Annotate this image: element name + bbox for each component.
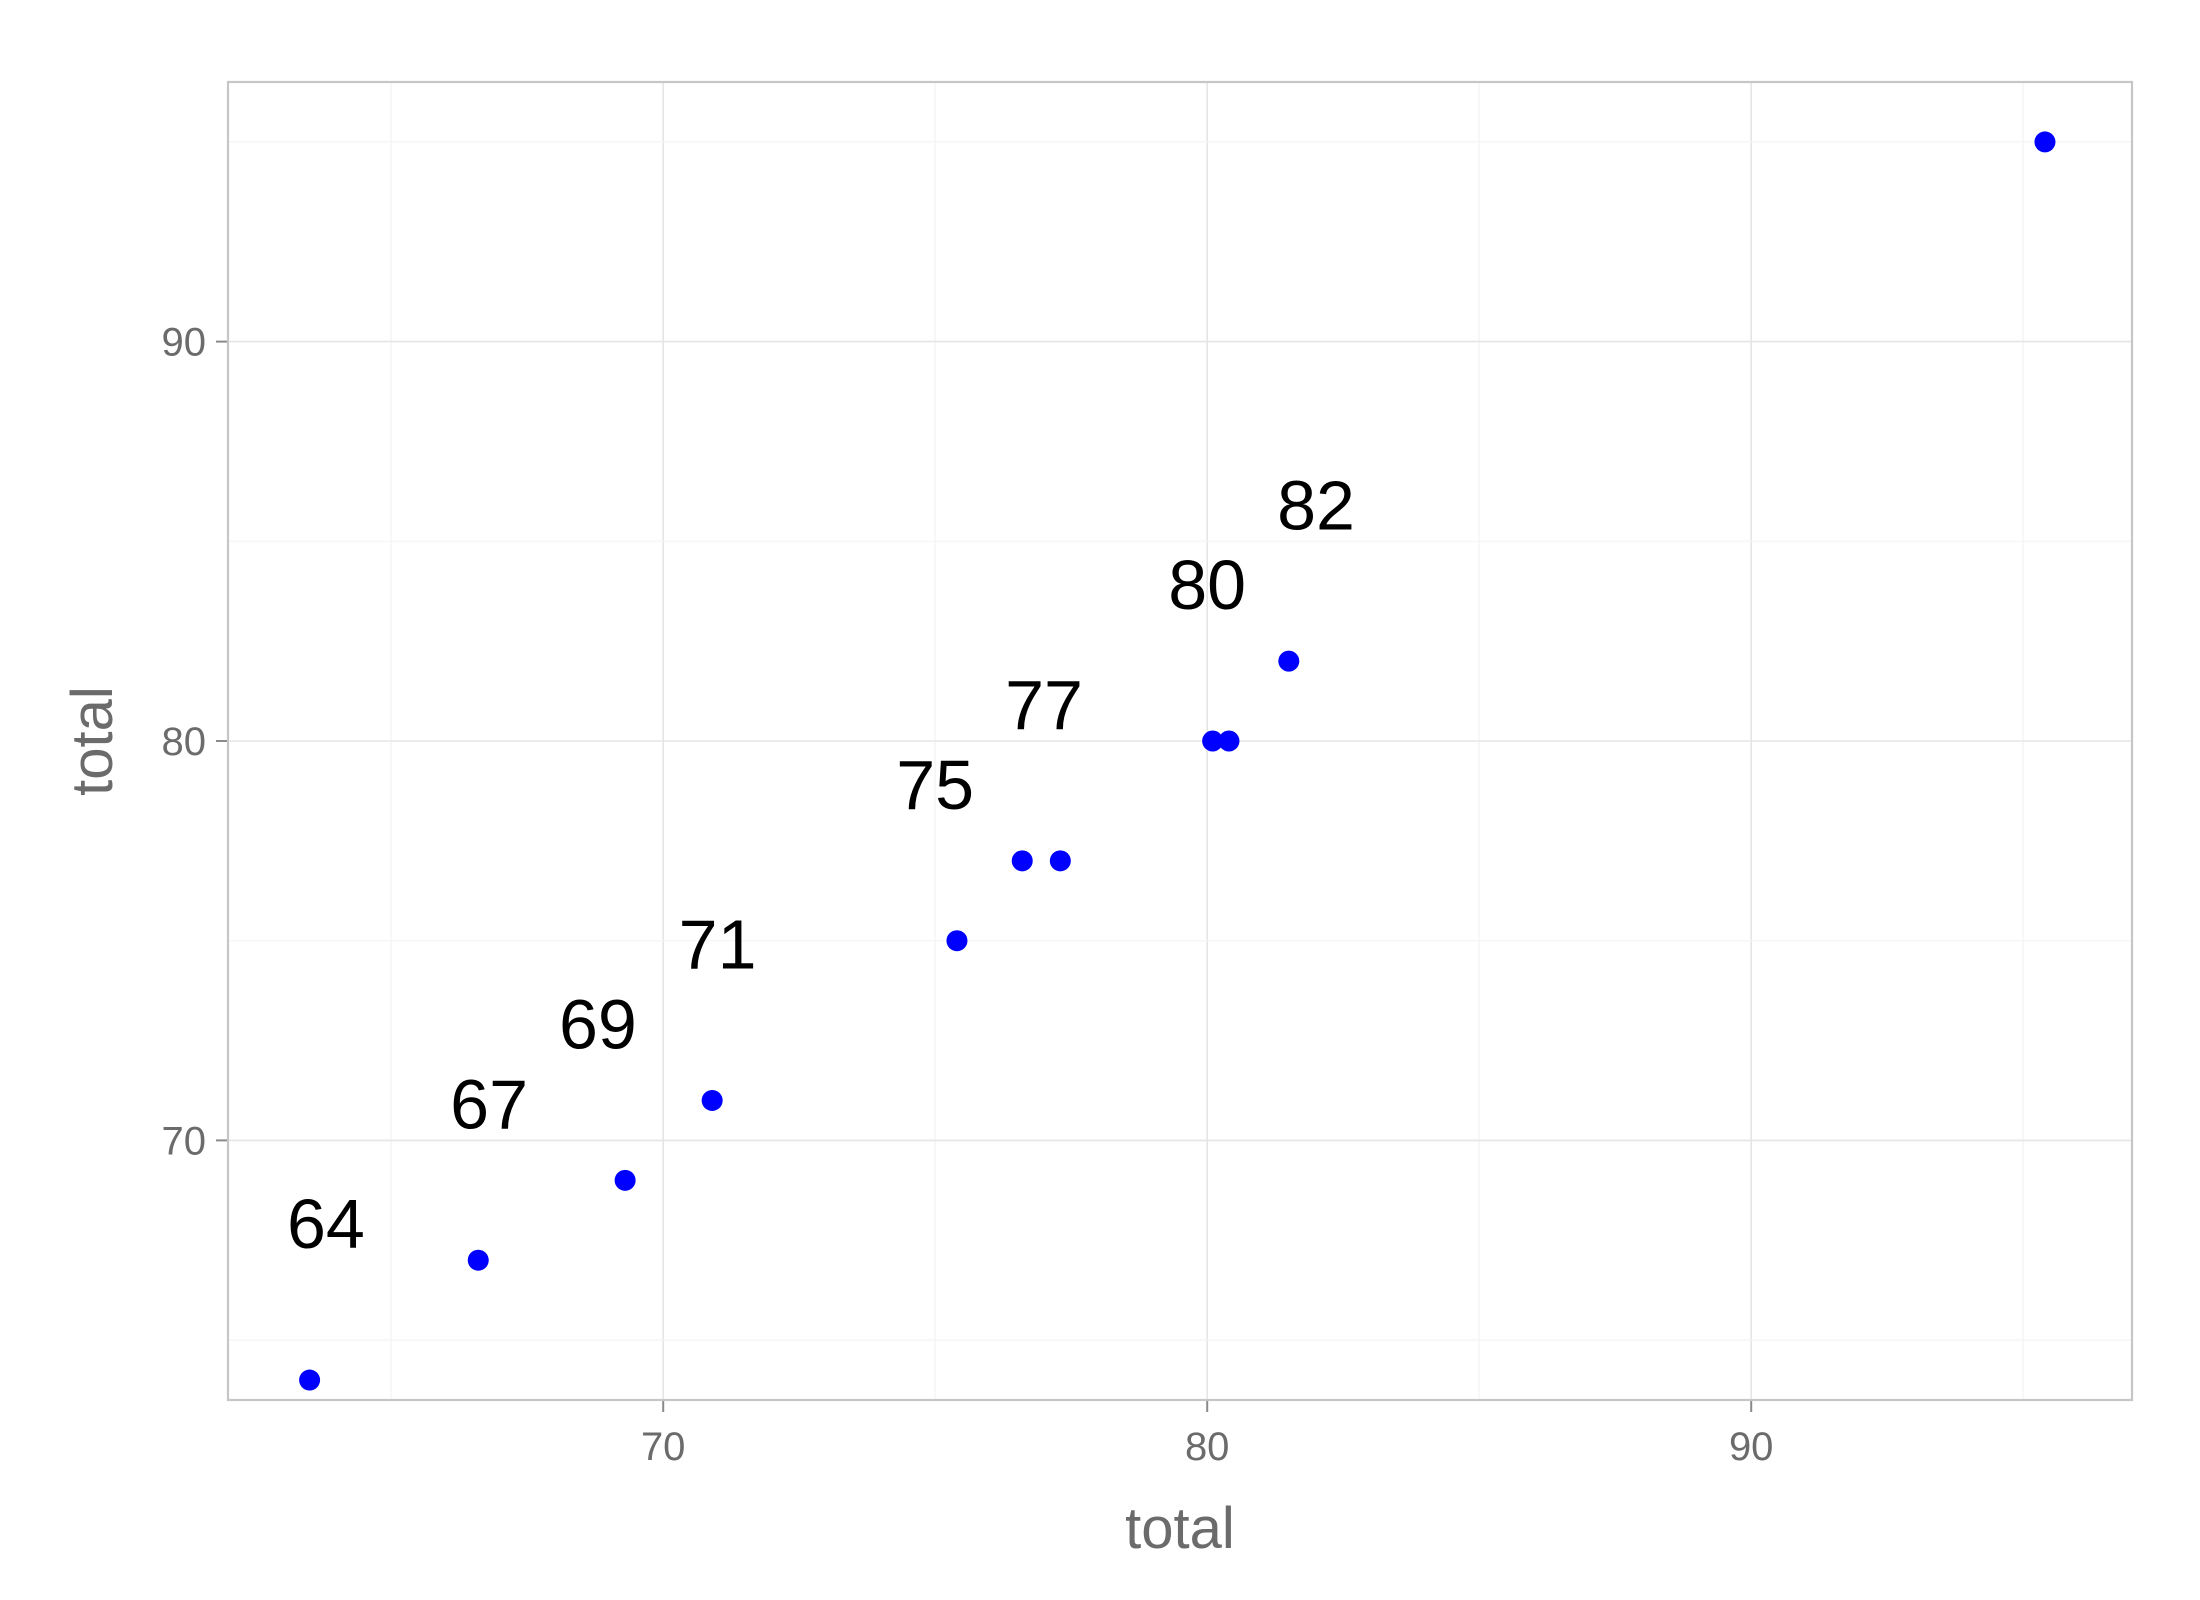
data-label: 82 <box>1277 466 1355 544</box>
data-label: 64 <box>287 1185 365 1263</box>
data-point <box>467 1249 489 1271</box>
data-label: 75 <box>896 746 974 824</box>
data-point <box>1049 850 1071 872</box>
axis-ticks: 70 80 90 70 80 90 <box>162 321 1774 1469</box>
data-point <box>1011 850 1033 872</box>
y-axis-title: total <box>60 686 125 796</box>
y-tick-label: 70 <box>162 1119 207 1163</box>
data-label: 77 <box>1005 666 1083 744</box>
data-point <box>1202 730 1224 752</box>
x-axis-title: total <box>1125 1496 1235 1561</box>
data-point <box>946 930 968 952</box>
x-tick-label: 80 <box>1185 1425 1230 1469</box>
y-tick-label: 90 <box>162 321 207 365</box>
data-label: 67 <box>450 1065 528 1143</box>
data-points <box>299 131 2056 1391</box>
plot-panel-border <box>226 80 2134 1402</box>
data-point <box>1218 730 1240 752</box>
data-point <box>614 1169 636 1191</box>
data-label: 71 <box>679 906 757 984</box>
x-tick-label: 70 <box>641 1425 686 1469</box>
y-tick-label: 80 <box>162 720 207 764</box>
data-label: 69 <box>559 986 637 1064</box>
data-point <box>1278 650 1300 672</box>
data-point <box>299 1369 321 1391</box>
data-point <box>701 1089 723 1111</box>
data-point <box>2034 131 2056 153</box>
grid <box>228 82 2132 1400</box>
x-tick-label: 90 <box>1729 1425 1774 1469</box>
data-label: 80 <box>1168 546 1246 624</box>
data-labels: 64 67 69 71 75 77 80 82 <box>287 466 1355 1263</box>
